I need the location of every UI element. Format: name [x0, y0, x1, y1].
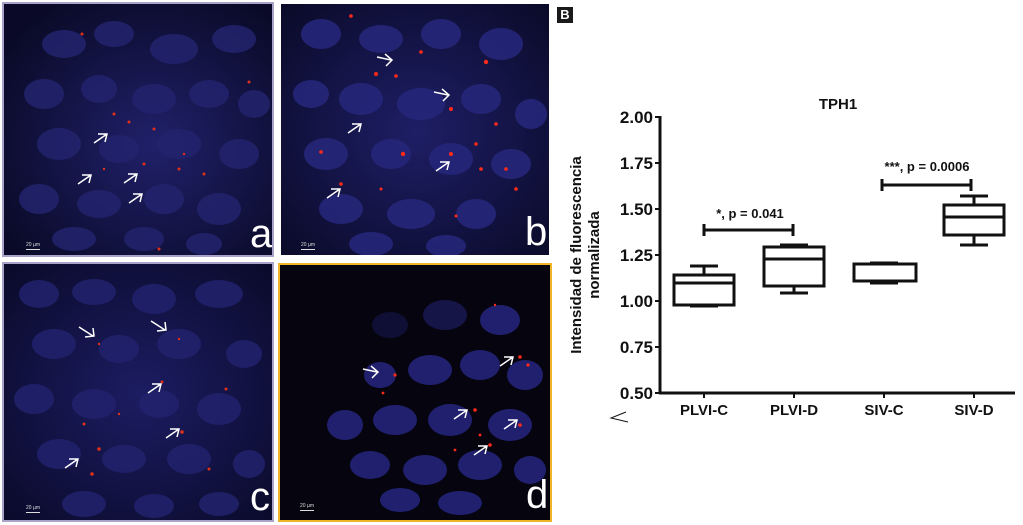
scale-bar: 20 µm: [301, 242, 315, 250]
y-axis-label: Intensidad de fluorescencia normalizada: [568, 156, 603, 354]
svg-text:1.00: 1.00: [620, 292, 653, 311]
box-siv-c: [852, 261, 918, 285]
significance-bracket-plvi: *, p = 0.041: [702, 206, 795, 236]
svg-text:PLVI-C: PLVI-C: [680, 402, 728, 419]
arrow-icon: [433, 88, 451, 102]
box-plot-chart: TPH1 Intensidad de fluorescencia normali…: [568, 96, 1015, 423]
significance-label: *, p = 0.041: [716, 206, 784, 221]
svg-text:0.50: 0.50: [620, 384, 653, 403]
box-plvi-d: [762, 243, 826, 295]
svg-text:normalizada: normalizada: [586, 211, 603, 299]
significance-bracket-siv: ***, p = 0.0006: [880, 159, 973, 191]
axis-break-mark: [609, 411, 629, 423]
arrow-icon: [453, 409, 468, 420]
arrow-icon: [123, 173, 138, 184]
box-plvi-c: [672, 264, 736, 308]
arrow-icon: [362, 365, 380, 379]
tissue-image-b: [281, 4, 549, 255]
svg-text:SIV-C: SIV-C: [864, 402, 903, 419]
arrow-icon: [93, 133, 108, 144]
arrow-icon: [78, 326, 95, 338]
arrow-icon: [77, 174, 92, 185]
svg-text:1.75: 1.75: [620, 154, 653, 173]
scale-bar: 20 µm: [26, 242, 40, 250]
arrow-icon: [147, 383, 162, 394]
arrow-icon: [326, 188, 341, 199]
svg-text:1.50: 1.50: [620, 200, 653, 219]
scale-bar: 20 µm: [300, 503, 314, 511]
micrograph-letter-d: d: [526, 473, 549, 517]
micrograph-b: 20 µm b: [279, 2, 551, 257]
svg-text:2.00: 2.00: [620, 108, 653, 127]
y-ticks: 2.00 1.75 1.50 1.25 1.00 0.75 0.50: [620, 108, 660, 403]
svg-text:1.25: 1.25: [620, 246, 653, 265]
micrograph-letter-a: a: [250, 212, 273, 256]
micrograph-a: 20 µm a: [2, 2, 274, 257]
arrow-icon: [435, 161, 450, 172]
panel-b-label: B: [557, 7, 573, 23]
chart-title: TPH1: [819, 96, 857, 113]
arrow-icon: [347, 123, 362, 134]
arrow-icon: [150, 320, 167, 332]
arrow-icon: [165, 428, 180, 439]
scale-bar: 20 µm: [26, 505, 40, 513]
svg-text:0.75: 0.75: [620, 338, 653, 357]
arrow-icon: [128, 193, 143, 204]
micrograph-letter-c: c: [250, 475, 270, 519]
tissue-image-d: [280, 265, 550, 520]
micrograph-c: 20 µm c: [2, 262, 274, 522]
tissue-image-c: [4, 264, 272, 520]
svg-text:SIV-D: SIV-D: [954, 402, 993, 419]
micrograph-d: 20 µm d: [278, 263, 552, 522]
arrow-icon: [376, 53, 394, 67]
arrow-icon: [503, 419, 518, 430]
x-ticks: PLVI-C PLVI-D SIV-C SIV-D: [680, 393, 994, 419]
svg-text:Intensidad de fluorescencia: Intensidad de fluorescencia: [568, 156, 585, 354]
box-siv-d: [942, 194, 1006, 247]
arrow-icon: [499, 356, 514, 367]
svg-text:PLVI-D: PLVI-D: [770, 402, 818, 419]
micrograph-letter-b: b: [525, 210, 548, 254]
significance-label: ***, p = 0.0006: [885, 159, 970, 174]
arrow-icon: [64, 458, 79, 469]
arrow-icon: [473, 445, 488, 456]
tissue-image-a: [4, 4, 272, 255]
